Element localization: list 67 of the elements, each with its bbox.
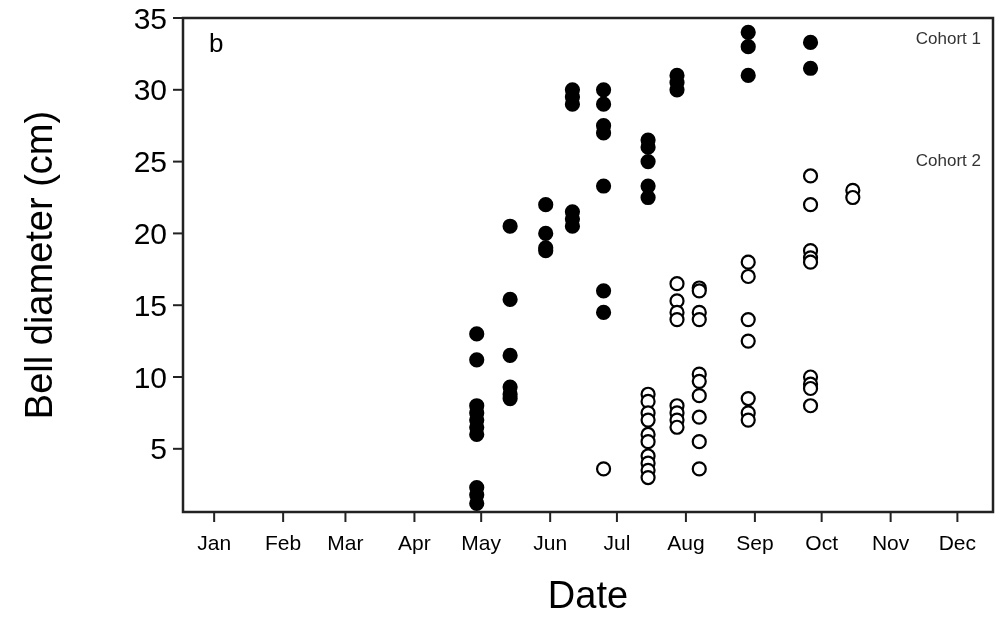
point	[802, 398, 819, 414]
point	[802, 380, 819, 397]
text: Cohort 1	[915, 29, 981, 48]
y-tick-label: 25	[133, 145, 167, 179]
point	[691, 409, 707, 425]
point	[691, 311, 707, 328]
point	[669, 419, 685, 435]
point	[595, 178, 612, 194]
point	[469, 352, 485, 368]
x-tick-label: Nov	[871, 531, 910, 554]
point	[740, 390, 756, 407]
point	[502, 291, 518, 308]
point	[669, 311, 685, 328]
x-tick-label: Jun	[533, 531, 568, 554]
point	[595, 82, 612, 98]
point	[669, 276, 685, 292]
point	[502, 347, 518, 364]
y-tick-label: 35	[133, 1, 167, 35]
point	[740, 24, 756, 40]
point	[740, 67, 756, 84]
point	[740, 268, 756, 285]
x-tick-label: Mar	[327, 531, 364, 554]
x-tick-label: Aug	[667, 531, 705, 554]
point	[640, 469, 656, 486]
point	[845, 189, 861, 206]
point	[740, 254, 756, 270]
point	[740, 333, 756, 349]
x-tick-label: Jul	[603, 531, 631, 554]
point	[691, 388, 707, 404]
y-tick-label: 5	[150, 432, 167, 466]
y-tick-label: 15	[133, 288, 167, 322]
x-tick-label: Apr	[398, 531, 431, 554]
point	[640, 412, 656, 428]
x-tick-label: Sep	[736, 531, 774, 554]
y-tick-label: 20	[133, 216, 167, 250]
point	[595, 283, 612, 299]
x-tick-label: Dec	[938, 531, 977, 554]
point	[502, 218, 518, 234]
point	[469, 326, 485, 342]
y-tick-label: 10	[133, 360, 167, 394]
x-tick-label: Feb	[265, 531, 302, 554]
point	[802, 168, 819, 184]
x-axis-title: Date	[547, 574, 629, 616]
y-tick-label: 30	[133, 73, 167, 107]
point	[802, 254, 819, 270]
x-tick-label: May	[461, 531, 502, 554]
text: Cohort 2	[915, 150, 981, 170]
point	[538, 197, 554, 213]
y-axis-title: Bell diameter (cm)	[18, 110, 60, 420]
point	[802, 197, 819, 213]
annotation: b	[209, 28, 224, 58]
x-tick-label: Jan	[197, 531, 232, 554]
point	[740, 412, 756, 428]
point	[802, 60, 819, 76]
point	[595, 461, 612, 477]
point	[640, 154, 656, 170]
point	[691, 434, 707, 450]
x-tick-label: Oct	[805, 531, 839, 554]
point	[740, 311, 756, 328]
point	[802, 34, 819, 51]
point	[691, 373, 707, 389]
point	[691, 461, 707, 477]
point	[640, 434, 656, 450]
point	[538, 225, 554, 242]
point	[595, 304, 612, 320]
point	[595, 96, 612, 112]
point	[740, 39, 756, 55]
